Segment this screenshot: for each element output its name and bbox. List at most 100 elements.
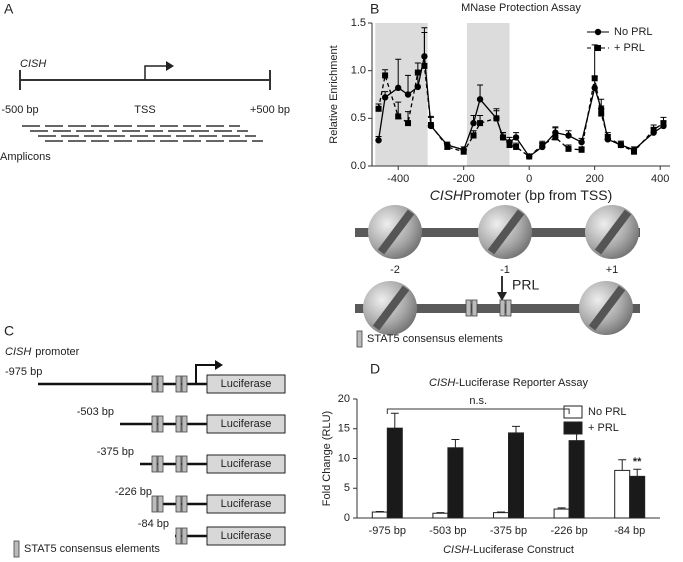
marker xyxy=(598,110,605,117)
text-part: promoter xyxy=(35,346,79,358)
stat5-element xyxy=(175,415,182,433)
y-tick-label: 15 xyxy=(338,423,350,435)
error-bar xyxy=(512,425,520,433)
error-bar xyxy=(390,412,399,429)
position-label: TSS xyxy=(134,104,155,116)
marker xyxy=(414,69,421,76)
shaded-region xyxy=(466,23,510,166)
legend-label: STAT5 consensus elements xyxy=(367,333,503,345)
x-tick-label: 200 xyxy=(586,173,604,185)
marker xyxy=(493,115,500,122)
panel-label: D xyxy=(370,361,380,377)
legend-swatch xyxy=(563,405,583,419)
italic-part: CISH xyxy=(5,346,31,358)
legend-label: STAT5 consensus elements xyxy=(24,543,160,555)
y-tick-label: 10 xyxy=(338,452,350,464)
bar xyxy=(371,511,388,519)
chart-title: CISH-Luciferase Reporter Assay xyxy=(429,377,588,389)
stat5-element xyxy=(151,415,158,433)
marker xyxy=(394,84,402,92)
x-axis-title: CISHPromoter (bp from TSS) xyxy=(430,187,613,203)
bar xyxy=(508,432,524,519)
dna-wrap xyxy=(594,209,632,255)
y-tick-label: 0.0 xyxy=(351,160,366,172)
y-tick-label: 20 xyxy=(338,393,350,405)
reporter-box xyxy=(206,374,286,394)
legend-swatch xyxy=(563,421,583,435)
reporter-label: Luciferase xyxy=(221,498,272,510)
construct-label: -375 bp xyxy=(97,446,134,458)
y-tick-label: 1.5 xyxy=(351,17,366,29)
stat5-element xyxy=(157,415,164,433)
y-axis-title: Fold Change (RLU) xyxy=(321,411,333,506)
marker xyxy=(460,148,467,155)
bar xyxy=(493,512,509,519)
stat5-element xyxy=(13,540,20,558)
x-tick-label: -503 bp xyxy=(429,525,466,537)
nucleosome-label: +1 xyxy=(606,264,619,276)
dna-strand xyxy=(355,304,640,313)
marker xyxy=(382,72,389,79)
reporter-box xyxy=(206,494,286,514)
y-axis-title: Relative Enrichment xyxy=(328,45,340,143)
marker xyxy=(375,105,382,112)
arrow-head xyxy=(215,360,223,370)
marker xyxy=(578,146,585,153)
marker xyxy=(477,120,484,127)
position-label: -500 bp xyxy=(1,104,38,116)
error-bar xyxy=(618,459,627,471)
marker xyxy=(660,120,667,127)
marker xyxy=(404,91,412,98)
reporter-label: Luciferase xyxy=(221,378,272,390)
marker xyxy=(526,153,533,160)
arrow-head xyxy=(166,61,174,71)
marker xyxy=(506,142,513,149)
construct-label: -503 bp xyxy=(77,406,114,418)
marker xyxy=(427,122,434,129)
reporter-label: Luciferase xyxy=(221,418,272,430)
marker xyxy=(565,145,572,152)
panel-label: C xyxy=(4,323,14,339)
marker xyxy=(476,96,484,103)
reporter-box xyxy=(206,454,286,474)
stat5-element xyxy=(181,455,188,473)
text-part: -Luciferase Construct xyxy=(469,544,574,556)
construct-label: -975 bp xyxy=(5,366,42,378)
y-tick-label: 0.5 xyxy=(351,112,366,124)
tss-arrow xyxy=(195,364,216,384)
stat5-element xyxy=(151,455,158,473)
stat5-element xyxy=(175,455,182,473)
x-tick-label: -400 xyxy=(387,173,409,185)
stat5-element xyxy=(499,299,506,317)
x-tick-label: 0 xyxy=(526,173,532,185)
stat5-element xyxy=(157,455,164,473)
bar xyxy=(432,512,449,519)
marker xyxy=(470,132,477,139)
position-label: +500 bp xyxy=(250,104,290,116)
stat5-element xyxy=(175,495,182,513)
treatment-label: PRL xyxy=(512,277,539,293)
marker xyxy=(444,143,451,150)
reporter-label: Luciferase xyxy=(221,458,272,470)
stat5-element xyxy=(505,299,512,317)
marker xyxy=(565,132,572,139)
dna-wrap xyxy=(377,209,415,255)
x-tick-label: -375 bp xyxy=(490,525,527,537)
bar xyxy=(447,447,464,519)
marker xyxy=(414,83,422,91)
marker xyxy=(512,134,520,141)
panel-label: B xyxy=(370,1,379,17)
marker xyxy=(499,134,506,141)
x-tick-label: -226 bp xyxy=(550,525,587,537)
error-bar xyxy=(395,58,402,88)
dna-wrap xyxy=(487,209,525,255)
marker xyxy=(513,143,520,150)
panel-title: CISH promoter xyxy=(5,346,80,358)
stat5-element xyxy=(181,375,188,393)
construct-label: -84 bp xyxy=(138,518,169,530)
stat5-element xyxy=(181,495,188,513)
bar xyxy=(553,508,570,519)
chart-title: MNase Protection Assay xyxy=(461,2,581,14)
amplicons-label: Amplicons xyxy=(0,151,51,163)
